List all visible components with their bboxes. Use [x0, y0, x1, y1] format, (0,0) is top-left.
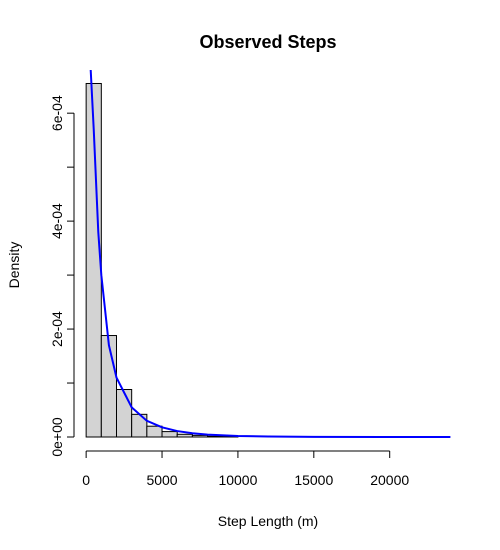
y-tick-label-3: 6e-04: [49, 95, 65, 131]
y-tick-label-0: 0e+00: [49, 417, 65, 457]
density-curve: [89, 69, 451, 438]
x-tick-label-3: 15000: [294, 472, 333, 488]
histogram-bar-7: [191, 434, 209, 438]
y-axis: 0e+00 2e-04 4e-04 6e-04: [49, 95, 75, 457]
y-axis-label: Density: [6, 242, 22, 289]
histogram-bar-5: [161, 431, 178, 438]
y-tick-label-2: 4e-04: [49, 203, 65, 239]
x-axis: 0 5000 10000 15000 20000: [82, 450, 409, 488]
x-tick-label-2: 10000: [218, 472, 257, 488]
y-tick-label-1: 2e-04: [49, 311, 65, 347]
histogram-bar-4: [146, 425, 163, 438]
x-tick-label-0: 0: [82, 472, 90, 488]
histogram-bar-0: [85, 82, 102, 438]
histogram-bars: [85, 82, 239, 438]
histogram-bar-2: [115, 389, 133, 438]
histogram-bar-6: [176, 433, 193, 438]
chart-title: Observed Steps: [199, 32, 336, 52]
histogram-bar-8: [207, 435, 224, 438]
x-tick-label-1: 5000: [146, 472, 177, 488]
histogram-bar-1: [100, 335, 117, 438]
x-tick-label-4: 20000: [370, 472, 409, 488]
x-axis-label: Step Length (m): [218, 513, 318, 529]
